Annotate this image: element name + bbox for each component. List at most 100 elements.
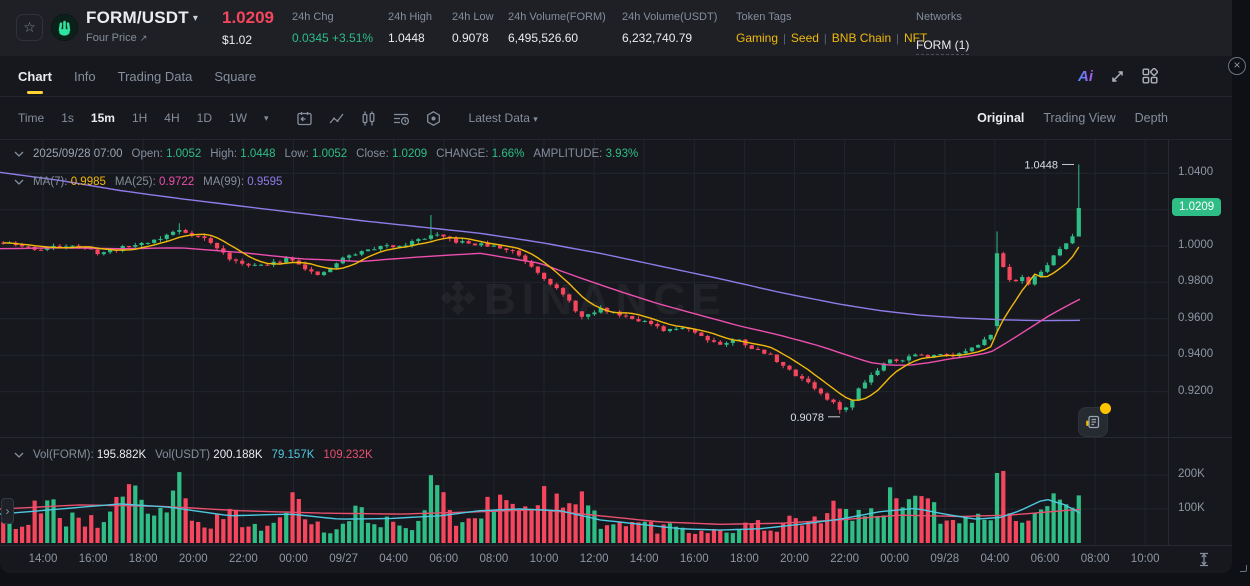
candlestick-style-icon[interactable]	[360, 110, 377, 127]
svg-text:1.0448: 1.0448	[1024, 159, 1058, 171]
usd-price: $1.02	[222, 33, 253, 47]
vol-label: Vol(USDT)	[155, 449, 214, 461]
view-depth[interactable]: Depth	[1134, 111, 1168, 125]
close-widget-button[interactable]: ×	[1228, 57, 1246, 75]
ma-label: MA(25):	[114, 176, 159, 188]
tag-separator: |	[823, 33, 827, 45]
time-tick-10-00: 10:00	[529, 553, 559, 565]
tab-trading-data[interactable]: Trading Data	[117, 68, 193, 84]
ohlc-value: 1.0052	[311, 148, 348, 160]
token-tag-bnb-chain[interactable]: BNB Chain	[831, 31, 892, 45]
indicator-settings-icon[interactable]	[392, 110, 410, 127]
ohlc-value: 1.0448	[240, 148, 276, 160]
time-tick-09-27: 09/27	[329, 553, 358, 565]
ai-assistant-button[interactable]: Ai	[1078, 67, 1093, 85]
ohlc-label: AMPLITUDE:	[533, 148, 606, 160]
ma25-line	[0, 247, 1081, 366]
price-tick-1.0000: 1.0000	[1178, 239, 1214, 251]
token-tag-seed[interactable]: Seed	[790, 31, 819, 45]
stat-label: 24h High	[388, 11, 433, 23]
collapse-chevron-icon[interactable]	[14, 179, 24, 185]
four-price-link[interactable]: Four Price ↗	[86, 32, 148, 44]
ma-label: MA(99):	[203, 176, 248, 188]
stat-label: 24h Volume(FORM)	[508, 11, 606, 23]
ma7-line	[3, 233, 1080, 401]
view-trading-view[interactable]: Trading View	[1043, 111, 1116, 125]
last-price-badge: 1.0209	[1172, 197, 1222, 216]
fullscreen-expand-icon[interactable]	[1110, 69, 1125, 84]
time-axis[interactable]: 14:00 16:00 18:00 20:00 22:00 00:00 09/27 04:00…	[0, 545, 1232, 573]
pane-expand-handle[interactable]: ›	[1, 498, 14, 524]
newspaper-icon	[1086, 415, 1100, 429]
ma-value: 0.9985	[70, 176, 106, 188]
time-tick-22-00: 22:00	[229, 553, 258, 565]
ohlc-value: 1.66%	[491, 148, 525, 160]
time-tick-08-00: 08:00	[479, 553, 509, 565]
latest-data-dropdown[interactable]: Latest Data ▾	[468, 111, 538, 125]
collapse-chevron-icon[interactable]	[14, 452, 24, 458]
vol-legend-item-0: Vol(FORM): 195.882K	[33, 449, 146, 461]
time-tick-18-00: 18:00	[128, 553, 158, 565]
chart-toolbar: Time 1s 15m 1H 4H 1D 1W ▾	[0, 97, 1232, 140]
tag-separator: |	[783, 33, 786, 45]
pair-name: FORM/USDT	[86, 8, 189, 27]
stat-value: 0.9078	[452, 31, 489, 45]
stat-label: 24h Volume(USDT)	[622, 11, 718, 23]
token-tag-nft[interactable]: NFT	[904, 31, 928, 45]
chart-settings-gear-icon[interactable]	[425, 110, 442, 127]
svg-text:0.9078: 0.9078	[790, 412, 824, 424]
ma-legend: MA(7): 0.9985 MA(25): 0.9722 MA(99): 0.959…	[14, 176, 282, 188]
layout-grid-icon[interactable]	[1142, 68, 1158, 84]
time-tick-08-00: 08:00	[1080, 553, 1110, 565]
collapse-chevron-icon[interactable]	[14, 151, 24, 157]
binance-watermark: BINANCE	[440, 275, 720, 324]
tab-info[interactable]: Info	[73, 68, 96, 84]
time-tick-16-00: 16:00	[679, 553, 709, 565]
ma-value: 0.9722	[158, 176, 195, 188]
networks-value[interactable]: FORM (1)	[916, 38, 970, 55]
header-stat-24h-volume-form: 24h Volume(FORM) 6,495,526.60	[508, 11, 606, 45]
favorite-star-icon[interactable]: ☆	[16, 14, 43, 41]
news-feed-button[interactable]	[1078, 403, 1111, 437]
stat-value: 6,495,526.60	[508, 31, 579, 45]
price-tick-0.9400: 0.9400	[1178, 348, 1214, 361]
time-tick-09-28: 09/28	[930, 553, 960, 565]
interval-1d[interactable]: 1D	[196, 111, 212, 125]
interval-1w[interactable]: 1W	[228, 111, 247, 125]
tab-chart[interactable]: Chart	[18, 56, 52, 96]
ohlc-label: High:	[210, 148, 241, 160]
stat-label: 24h Chg	[292, 11, 334, 23]
axis-scale-icon[interactable]	[1196, 551, 1212, 573]
volume-ma-cyan-line	[0, 499, 1081, 531]
resize-corner-icon[interactable]	[1240, 565, 1247, 572]
vol-value: 195.882K	[96, 449, 147, 461]
line-chart-style-icon[interactable]	[328, 110, 345, 127]
date-range-icon[interactable]	[296, 110, 313, 127]
interval-more-caret-icon[interactable]: ▾	[263, 112, 269, 123]
interval-1h[interactable]: 1H	[131, 111, 148, 125]
interval-4h[interactable]: 4H	[164, 111, 180, 125]
ohlc-label: Open:	[131, 148, 167, 160]
token-tags-block: Token Tags Gaming | Seed | BNB Chain | NFT	[736, 11, 927, 45]
ohlc-legend: 2025/09/28 07:00 Open: 1.0052 High: 1.044…	[14, 148, 638, 160]
vol-label: Vol(FORM):	[33, 449, 97, 461]
time-tick-14-00: 14:00	[629, 553, 659, 565]
networks-label: Networks	[916, 11, 962, 23]
interval-15m[interactable]: 15m	[90, 111, 115, 125]
time-tick-00-00: 00:00	[279, 553, 308, 565]
interval-1s[interactable]: 1s	[61, 111, 74, 125]
tab-square[interactable]: Square	[214, 68, 257, 84]
token-tag-gaming[interactable]: Gaming	[736, 31, 779, 45]
pair-selector[interactable]: FORM/USDT ▾	[86, 8, 198, 28]
trading-widget: ☆ FORM/USDT ▾ Four Price ↗ 1.0209 $1.02 2…	[0, 8, 1232, 573]
volume-tick-100K: 100K	[1178, 502, 1205, 514]
tag-separator: |	[896, 33, 900, 45]
time-tick-20-00: 20:00	[178, 553, 208, 565]
price-axis[interactable]: 1.0209 1.0400 1.0000 0.9800 0.9600 0.9400 0.9…	[1168, 140, 1232, 545]
notification-dot	[1100, 403, 1111, 414]
time-tick-16-00: 16:00	[78, 553, 108, 565]
ohlc-close: Close: 1.0209	[356, 148, 427, 160]
view-original[interactable]: Original	[977, 111, 1025, 125]
ma-legend-item-1: MA(25): 0.9722	[115, 176, 194, 188]
price-chart-canvas[interactable]: BINANCE 1.0448 0.9078	[0, 140, 1232, 573]
